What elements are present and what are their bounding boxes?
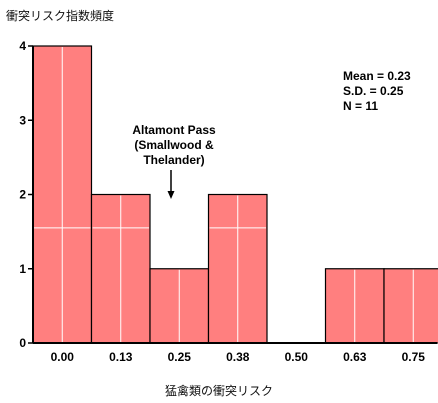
x-tick-label: 0.13 <box>109 350 133 364</box>
annotation-line: (Smallwood & <box>134 138 214 152</box>
stats-box: Mean = 0.23 S.D. = 0.25 N = 11 <box>343 69 411 114</box>
x-tick-label: 0.25 <box>168 350 192 364</box>
x-tick-label: 0.75 <box>402 350 426 364</box>
x-tick-label: 0.63 <box>343 350 367 364</box>
y-axis-label: 衝突リスク指数頻度 <box>6 9 115 23</box>
x-tick-label: 0.50 <box>285 350 309 364</box>
annotation-arrow-head <box>167 191 175 199</box>
annotation-line: Altamont Pass <box>132 123 216 137</box>
y-tick-label: 3 <box>19 113 26 127</box>
y-tick-label: 1 <box>19 262 26 276</box>
y-tick-label: 4 <box>19 39 26 53</box>
annotation-line: Thelander) <box>143 153 205 167</box>
stat-mean: Mean = 0.23 <box>343 69 411 83</box>
y-tick-label: 2 <box>19 188 26 202</box>
y-tick-label: 0 <box>19 336 26 350</box>
annotation-altamont-pass: Altamont Pass (Smallwood & Thelander) <box>108 123 240 168</box>
x-tick-label: 0.00 <box>51 350 75 364</box>
stat-sd: S.D. = 0.25 <box>343 84 404 98</box>
stat-n: N = 11 <box>343 99 379 113</box>
x-tick-label: 0.38 <box>226 350 250 364</box>
x-axis-label: 猛禽類の衝突リスク <box>164 384 273 398</box>
histogram-bar <box>383 268 438 344</box>
